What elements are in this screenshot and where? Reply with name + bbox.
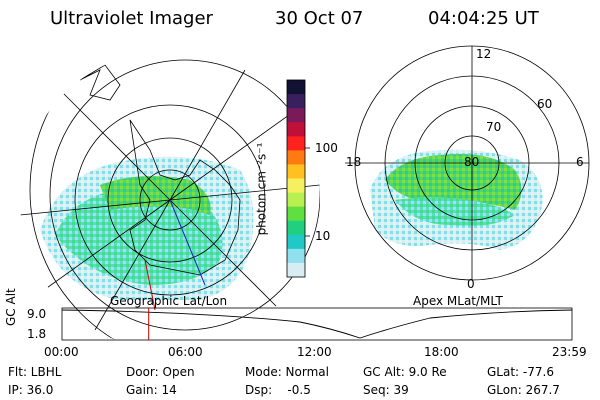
altitude-plot: [61, 307, 573, 341]
dsp-status: Dsp: -0.5: [245, 383, 311, 397]
colorbar-stripe: [287, 192, 305, 208]
alt-axis-label: GC Alt: [4, 288, 18, 326]
glon-status: GLon: 267.7: [487, 383, 560, 397]
filter-status: Flt: LBHL: [8, 365, 62, 379]
colorbar-tick-10: 10: [315, 229, 331, 243]
x-tick-2: 12:00: [297, 345, 332, 359]
colorbar-stripe: [287, 206, 305, 222]
seq-status: Seq: 39: [363, 383, 409, 397]
alt-tick-1-8: 1.8: [27, 327, 47, 341]
door-status: Door: Open: [126, 365, 195, 379]
glat-status: GLat: -77.6: [487, 365, 554, 379]
colorbar: [287, 80, 305, 278]
left-panel-label: Geographic Lat/Lon: [110, 294, 228, 308]
alt-tick-9: 9.0: [27, 307, 47, 321]
mlt-label-0: 0: [467, 277, 475, 291]
x-tick-3: 18:00: [424, 345, 459, 359]
colorbar-stripe: [287, 108, 305, 123]
mlt-label-18: 18: [346, 155, 362, 169]
instrument-title: Ultraviolet Imager: [50, 8, 213, 29]
mlat-ring-60: 60: [537, 97, 553, 111]
x-tick-0: 00:00: [44, 345, 79, 359]
mlt-label-6: 6: [576, 155, 584, 169]
colorbar-unit-label: photon cm⁻²s⁻¹: [254, 142, 269, 236]
colorbar-stripe: [287, 248, 305, 264]
colorbar-stripe: [287, 164, 305, 179]
mode-status: Mode: Normal: [245, 365, 329, 379]
right-mlat-mlt-map: [345, 45, 590, 281]
x-tick-4: 23:59: [552, 345, 587, 359]
colorbar-stripe: [287, 122, 305, 137]
colorbar-stripe: [287, 262, 305, 278]
colorbar-tick-100: 100: [315, 141, 338, 155]
colorbar-stripe: [287, 94, 305, 109]
colorbar-stripe: [287, 178, 305, 194]
colorbar-stripe: [287, 234, 305, 250]
colorbar-stripe: [287, 220, 305, 236]
colorbar-stripe: [287, 80, 305, 95]
mlat-ring-80: 80: [464, 155, 480, 169]
gc-alt-status: GC Alt: 9.0 Re: [363, 365, 447, 379]
left-geo-map: [20, 50, 320, 350]
colorbar-stripe: [287, 150, 305, 165]
x-tick-1: 06:00: [168, 345, 203, 359]
time-label: 04:04:25 UT: [428, 8, 539, 29]
colorbar-stripe: [287, 136, 305, 151]
ip-status: IP: 36.0: [8, 383, 54, 397]
gain-status: Gain: 14: [126, 383, 177, 397]
mlat-ring-70: 70: [486, 120, 502, 134]
right-panel-label: Apex MLat/MLT: [413, 294, 503, 308]
mlt-label-12: 12: [476, 47, 492, 61]
date-label: 30 Oct 07: [275, 8, 364, 29]
